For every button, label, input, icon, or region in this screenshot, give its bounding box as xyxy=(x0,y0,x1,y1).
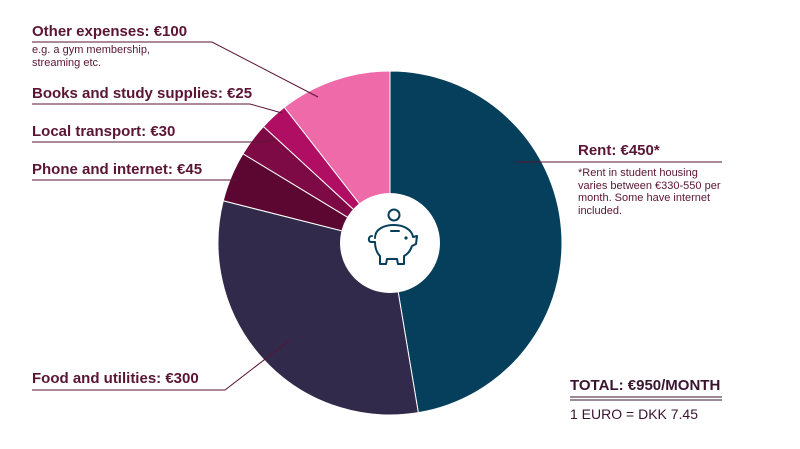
leader-line-transport xyxy=(32,139,276,143)
slice-label-food: Food and utilities: €300 xyxy=(32,370,199,387)
slice-label-books: Books and study supplies: €25 xyxy=(32,85,253,102)
total-amount: TOTAL: €950/MONTH xyxy=(570,377,721,394)
slice-other xyxy=(283,70,391,245)
slice-note-rent: *Rent in student housing varies between … xyxy=(578,167,721,217)
leader-line-other xyxy=(32,41,319,98)
slice-label-phone: Phone and internet: €45 xyxy=(32,161,203,178)
donut-hole xyxy=(340,193,440,293)
leader-line-food xyxy=(32,339,291,391)
exchange-rate: 1 EURO = DKK 7.45 xyxy=(570,406,699,422)
slice-note-other: e.g. a gym membership, streaming etc. xyxy=(32,44,150,69)
slice-rent xyxy=(389,70,563,414)
piggy-bank-icon xyxy=(367,208,418,265)
slice-label-transport: Local transport: €30 xyxy=(32,123,176,140)
slice-label-other: Other expenses: €100 xyxy=(32,23,188,40)
slice-label-rent: Rent: €450* xyxy=(578,142,660,159)
leader-line-books xyxy=(32,103,283,114)
leader-lines xyxy=(32,41,722,401)
